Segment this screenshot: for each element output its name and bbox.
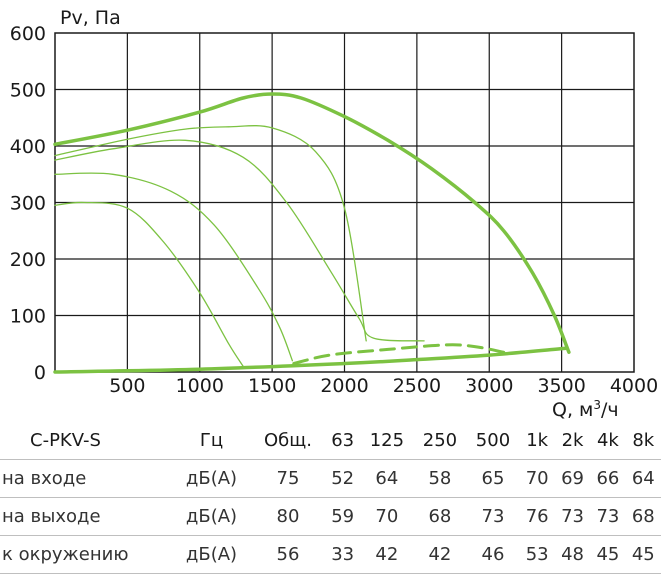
series-line-thick (53, 92, 571, 354)
table-cell: 53 (525, 544, 549, 565)
table-cell: 64 (631, 468, 655, 489)
table-cell: 45 (596, 544, 620, 565)
table-cell: 46 (481, 544, 505, 565)
table-cell: 75 (276, 468, 300, 489)
y-tick-label: 200 (10, 249, 46, 271)
x-tick-label: 3000 (465, 375, 513, 397)
table-header-cell: 2k (561, 430, 584, 451)
table-row: на выходе дБ(А) 80 59 70 68 73 76 73 73 68 (0, 498, 661, 536)
series-line-thin (54, 172, 294, 362)
series-line-thin (54, 125, 367, 342)
y-tick-label: 400 (10, 136, 46, 158)
table-header-cell: 500 (475, 430, 511, 451)
table-cell: 68 (631, 506, 655, 527)
table-cell: 73 (596, 506, 620, 527)
table-cell: на входе (2, 468, 87, 489)
x-tick-label: 4000 (610, 375, 658, 397)
table-cell: 66 (596, 468, 620, 489)
table-cell: 73 (561, 506, 584, 527)
table-header-cell: Общ. (264, 430, 312, 451)
y-tick-label: 100 (10, 306, 46, 328)
fan-curve-chart: 500 1000 1500 2000 2500 3000 3500 4000 0 100 200 30… (10, 7, 658, 420)
y-tick-label: 0 (34, 362, 46, 384)
x-tick-label: 500 (109, 375, 145, 397)
series-line-thick (53, 346, 568, 374)
table-cell: 33 (331, 544, 355, 565)
table-cell: 68 (428, 506, 452, 527)
table-cell: 64 (375, 468, 399, 489)
y-tick-label: 300 (10, 193, 46, 215)
table-header-cell: 250 (422, 430, 458, 451)
x-axis-label: Q, м3/ч (552, 398, 619, 420)
table-cell: 48 (561, 544, 584, 565)
table-cell: 59 (331, 506, 355, 527)
table-header-cell: 8k (632, 430, 655, 451)
chart-grid (54, 32, 635, 373)
table-row: к окружению дБ(А) 56 33 42 42 46 53 48 45 45 (0, 536, 661, 574)
y-axis-label: Pv, Па (60, 7, 121, 29)
table-header-cell: 1k (526, 430, 549, 451)
chart-ticks: 500 1000 1500 2000 2500 3000 3500 4000 0 100 200 30… (10, 23, 658, 397)
table-cell: 58 (428, 468, 452, 489)
x-tick-label: 2500 (393, 375, 441, 397)
y-tick-label: 600 (10, 23, 46, 45)
table-body: на входе дБ(А) 75 52 64 58 65 70 69 66 64 на выходе… (0, 460, 661, 574)
series-line-thin (54, 201, 244, 368)
x-tick-label: 2000 (320, 375, 368, 397)
chart-curves (53, 92, 571, 374)
table-cell: дБ(А) (185, 468, 238, 489)
table-header-cell: C-PKV-S (30, 430, 101, 451)
x-tick-label: 3500 (537, 375, 585, 397)
table-cell: 52 (331, 468, 355, 489)
table-cell: 56 (276, 544, 300, 565)
x-tick-label: 1500 (248, 375, 296, 397)
x-tick-label: 1000 (176, 375, 224, 397)
table-cell: дБ(А) (185, 506, 238, 527)
series-line-thin (54, 139, 425, 342)
table-row: на входе дБ(А) 75 52 64 58 65 70 69 66 64 (0, 460, 661, 498)
table-cell: 42 (375, 544, 399, 565)
table-cell: 70 (375, 506, 399, 527)
table-cell: 69 (561, 468, 584, 489)
table-cell: 70 (525, 468, 549, 489)
table-cell: 76 (525, 506, 549, 527)
noise-table: C-PKV-S Гц Общ. 63 125 250 500 1k 2k 4k 8k на вход… (0, 422, 661, 574)
table-cell: 65 (481, 468, 505, 489)
y-tick-label: 500 (10, 80, 46, 102)
table-cell: 42 (428, 544, 452, 565)
table-header-cell: 125 (369, 430, 405, 451)
table-header-row: C-PKV-S Гц Общ. 63 125 250 500 1k 2k 4k 8k (0, 422, 661, 460)
table-cell: на выходе (2, 506, 101, 527)
table-cell: 45 (631, 544, 655, 565)
series-line-dashed (292, 343, 506, 365)
table-cell: дБ(А) (185, 544, 238, 565)
table-header-cell: Гц (199, 430, 224, 451)
table-cell: 73 (481, 506, 505, 527)
table-cell: к окружению (2, 544, 129, 565)
table-cell: 80 (276, 506, 300, 527)
table-header-cell: 4k (596, 430, 619, 451)
table-header-cell: 63 (331, 430, 355, 451)
